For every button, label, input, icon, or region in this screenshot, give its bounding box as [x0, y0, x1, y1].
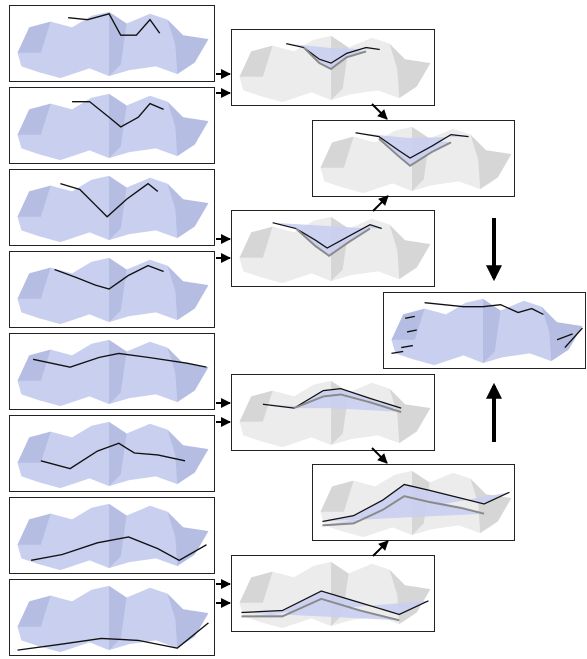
cross-section-curve: [40, 442, 186, 470]
surface-render: [17, 175, 209, 243]
ghost-surface-render: [239, 561, 431, 629]
result-curve-fragment: [401, 344, 414, 349]
terrain-facet: [17, 513, 51, 545]
input-panel-4: [9, 251, 215, 328]
cross-section-curve: [32, 352, 207, 368]
terrain-facet: [239, 45, 273, 77]
terrain-facet: [167, 429, 209, 485]
strip-edge-top: [355, 132, 469, 159]
pair-panel-2: [231, 210, 435, 287]
result-curve-fragment: [556, 333, 573, 341]
surface-render: [17, 93, 209, 161]
surface-render: [17, 421, 209, 489]
pair-panel-1: [231, 29, 435, 106]
merge-panel-2: [312, 464, 515, 541]
arrow-merge-2b: [372, 540, 389, 557]
result-curve-fragment: [406, 329, 417, 333]
terrain-facet: [239, 571, 273, 603]
terrain-facet: [320, 480, 354, 512]
strip-edge-top: [262, 387, 402, 409]
strip-edge-bottom: [322, 495, 485, 527]
cross-section-curve: [60, 182, 159, 218]
result-curve-fragment: [391, 350, 404, 355]
arrow-merge-1a: [371, 103, 388, 120]
terrain-facet: [389, 224, 431, 280]
strip-edge-top: [241, 590, 429, 616]
pair-panel-4: [231, 555, 435, 632]
terrain-facet: [167, 593, 209, 649]
ghost-surface-render: [320, 470, 512, 538]
strip-edge-bottom: [241, 597, 400, 622]
ghost-surface-render: [239, 380, 431, 448]
result-curve-fragment: [404, 315, 415, 319]
strip-edge-top: [322, 483, 510, 523]
terrain-facet: [167, 101, 209, 157]
input-panel-8: [9, 579, 215, 656]
terrain-facet: [109, 339, 127, 405]
input-panel-3: [9, 169, 215, 246]
result-curve: [424, 302, 544, 316]
terrain-facet: [17, 103, 51, 135]
surface-render: [17, 339, 209, 407]
strip-edge-bottom: [378, 137, 452, 168]
surface-render: [17, 585, 209, 653]
terrain-facet: [483, 298, 501, 364]
terrain-facet: [470, 134, 512, 190]
arrow-merge-1b: [372, 195, 389, 212]
terrain-facet: [109, 257, 127, 323]
input-panel-5: [9, 333, 215, 410]
pair-panel-3: [231, 374, 435, 451]
terrain-facet: [239, 226, 273, 258]
terrain-facet: [109, 421, 127, 487]
input-panel-2: [9, 87, 215, 164]
merge-panel-1: [312, 120, 515, 197]
ghost-surface-render: [239, 35, 431, 103]
terrain-facet: [239, 390, 273, 422]
strip-edge-bottom: [293, 393, 402, 413]
cross-section-curve: [31, 536, 207, 562]
terrain-facet: [109, 11, 127, 77]
terrain-facet: [109, 503, 127, 569]
cross-section-curve: [54, 264, 164, 290]
result-curve-fragment: [564, 327, 583, 349]
terrain-facet: [391, 308, 425, 340]
input-panel-6: [9, 415, 215, 492]
terrain-facet: [167, 19, 209, 75]
surface-render: [17, 11, 209, 79]
terrain-facet: [17, 21, 51, 53]
terrain-facet: [320, 136, 354, 168]
terrain-facet: [167, 511, 209, 567]
input-panel-1: [9, 5, 215, 82]
ghost-surface-render: [239, 216, 431, 284]
swept-strip: [241, 591, 429, 621]
terrain-facet: [17, 185, 51, 217]
ghost-surface-render: [320, 126, 512, 194]
terrain-facet: [109, 585, 127, 651]
terrain-facet: [167, 183, 209, 239]
terrain-facet: [470, 478, 512, 534]
input-panel-7: [9, 497, 215, 574]
surface-render: [17, 503, 209, 571]
terrain-facet: [17, 267, 51, 299]
terrain-facet: [17, 595, 51, 627]
terrain-facet: [541, 306, 583, 362]
terrain-facet: [109, 93, 127, 159]
strip-edge-bottom: [295, 227, 371, 257]
strip-edge-bottom: [303, 46, 367, 71]
terrain-facet: [17, 431, 51, 463]
surface-render: [391, 298, 583, 366]
cross-section-curve: [72, 100, 164, 128]
terrain-facet: [17, 349, 51, 381]
terrain-facet: [167, 265, 209, 321]
surface-render: [17, 257, 209, 325]
cross-section-curve: [68, 12, 161, 36]
result-panel: [383, 292, 586, 369]
swept-strip: [262, 388, 402, 413]
strip-edge-top: [272, 222, 382, 249]
cross-section-curve: [17, 622, 209, 651]
terrain-facet: [389, 43, 431, 99]
terrain-facet: [389, 388, 431, 444]
